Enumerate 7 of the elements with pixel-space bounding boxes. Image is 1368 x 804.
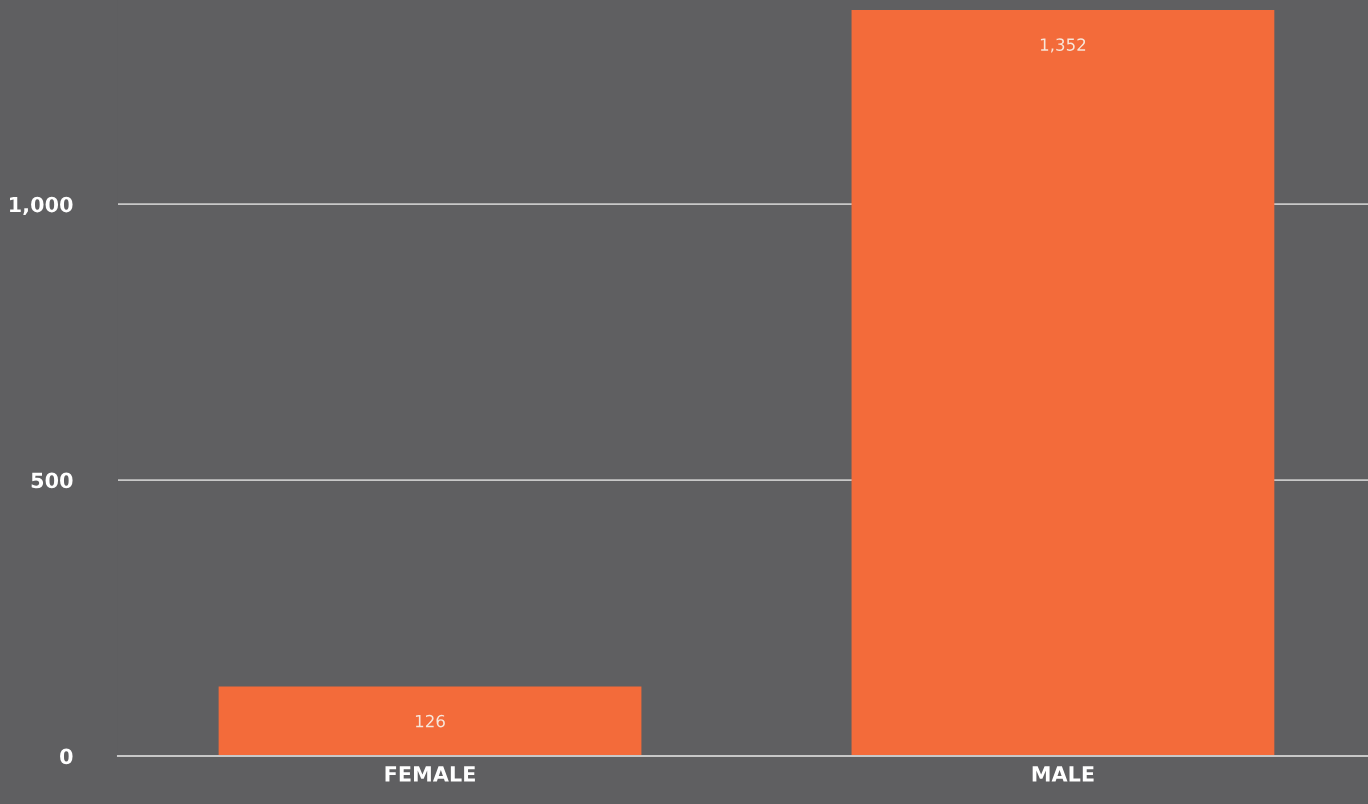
x-tick-label: MALE (1032, 766, 1094, 782)
y-tick-label: 0 (60, 748, 73, 765)
data-label: 126 (415, 714, 445, 728)
x-tick-label: FEMALE (385, 766, 475, 782)
y-tick-label: 1,000 (10, 196, 73, 216)
y-tick-label: 500 (31, 472, 73, 489)
data-label: 1,352 (1040, 38, 1086, 53)
